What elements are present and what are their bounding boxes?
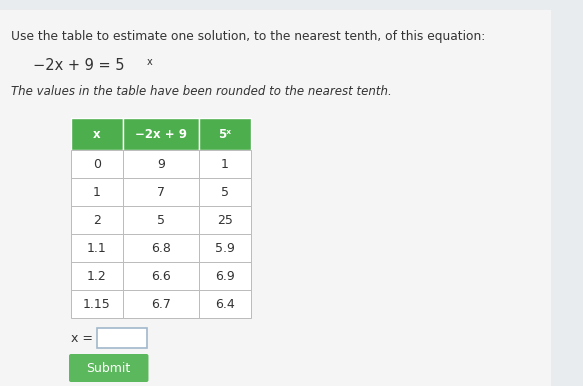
- Bar: [199, 262, 251, 290]
- Bar: [71, 262, 123, 290]
- Text: −2x + 9: −2x + 9: [135, 127, 187, 141]
- Text: 2: 2: [93, 213, 101, 227]
- Text: 1.1: 1.1: [87, 242, 107, 254]
- Text: 25: 25: [217, 213, 233, 227]
- Text: 1: 1: [220, 157, 229, 171]
- Bar: [123, 262, 199, 290]
- Text: x: x: [93, 127, 101, 141]
- Text: 6.9: 6.9: [215, 269, 234, 283]
- Bar: [199, 178, 251, 206]
- Bar: [123, 206, 199, 234]
- Bar: [71, 206, 123, 234]
- Bar: [199, 150, 251, 178]
- Bar: [97, 328, 146, 348]
- Text: 5.9: 5.9: [215, 242, 234, 254]
- Text: Submit: Submit: [87, 362, 131, 374]
- Text: −2x + 9 = 5: −2x + 9 = 5: [33, 58, 125, 73]
- Text: 1: 1: [93, 186, 101, 198]
- Bar: [199, 118, 251, 150]
- Bar: [123, 118, 199, 150]
- Text: 5: 5: [157, 213, 165, 227]
- Text: 5: 5: [220, 186, 229, 198]
- Text: The values in the table have been rounded to the nearest tenth.: The values in the table have been rounde…: [11, 85, 392, 98]
- Bar: [123, 234, 199, 262]
- Text: 6.4: 6.4: [215, 298, 234, 310]
- Bar: [123, 290, 199, 318]
- Text: 5ˣ: 5ˣ: [218, 127, 231, 141]
- Text: 0: 0: [93, 157, 101, 171]
- Bar: [71, 234, 123, 262]
- Bar: [199, 290, 251, 318]
- Bar: [199, 206, 251, 234]
- Text: x: x: [146, 57, 152, 67]
- Text: x =: x =: [71, 332, 93, 344]
- FancyBboxPatch shape: [69, 354, 149, 382]
- Text: 1.15: 1.15: [83, 298, 111, 310]
- Text: 6.7: 6.7: [151, 298, 171, 310]
- Bar: [199, 234, 251, 262]
- Bar: [71, 118, 123, 150]
- Bar: [71, 178, 123, 206]
- Text: Use the table to estimate one solution, to the nearest tenth, of this equation:: Use the table to estimate one solution, …: [11, 30, 486, 43]
- Text: 6.8: 6.8: [151, 242, 171, 254]
- Text: 1.2: 1.2: [87, 269, 107, 283]
- Bar: [123, 178, 199, 206]
- Text: 9: 9: [157, 157, 164, 171]
- Text: 7: 7: [157, 186, 165, 198]
- Bar: [71, 290, 123, 318]
- Bar: [71, 150, 123, 178]
- Text: 6.6: 6.6: [151, 269, 171, 283]
- Bar: [123, 150, 199, 178]
